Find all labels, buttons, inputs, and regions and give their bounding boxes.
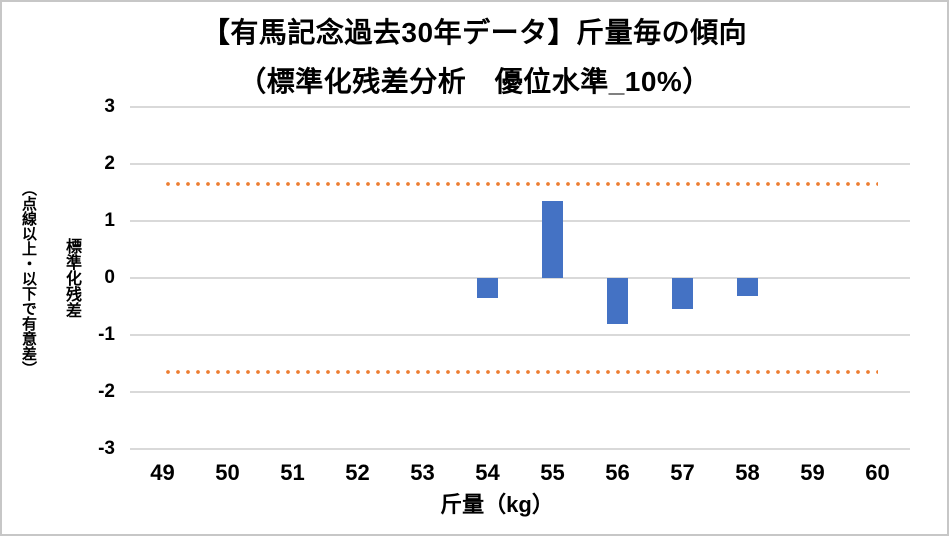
x-axis-tick-labels: 49 50 51 52 53 54 55 56 57 58 59 60 [130,461,910,487]
x-tick-label-53: 53 [410,460,435,485]
x-tick-label-60: 60 [865,460,890,485]
y-axis-tick-labels: 3 2 1 0 -1 -2 -3 [2,96,115,459]
x-tick-label-50: 50 [215,460,240,485]
bar-54 [477,278,498,298]
x-tick-label-51: 51 [280,460,305,485]
y-axis-title-note: （点線以上・以下で有意差） [20,180,37,376]
chart-title-line2: （標準化残差分析 優位水準_10%） [238,66,711,97]
y-tick-label-1: 1 [104,210,115,231]
gridline-y-2 [130,391,910,393]
chart-title-line1: 【有馬記念過去30年データ】斤量毎の傾向 [201,17,748,48]
bar-58 [737,278,758,297]
x-axis-title: 斤量（kg） [440,492,554,517]
y-tick-label--1: -1 [98,324,115,345]
bar-56 [607,278,628,324]
gridline-y3 [130,106,910,108]
y-tick-label--3: -3 [98,438,115,459]
x-tick-label-59: 59 [800,460,825,485]
gridline-y-3 [130,448,910,450]
plot-area [130,106,910,450]
x-tick-label-55: 55 [540,460,565,485]
bar-57 [672,278,693,310]
significance-line-upper [162,182,878,187]
x-tick-label-54: 54 [475,460,500,485]
x-tick-label-56: 56 [605,460,630,485]
y-tick-label-2: 2 [104,153,115,174]
x-tick-label-58: 58 [735,460,760,485]
gridline-y1 [130,220,910,222]
y-tick-label-3: 3 [104,96,115,117]
x-tick-label-49: 49 [150,460,175,485]
gridline-y-1 [130,334,910,336]
x-tick-label-52: 52 [345,460,370,485]
y-tick-label--2: -2 [98,381,115,402]
y-tick-label-0: 0 [104,267,115,288]
bar-55 [542,201,563,278]
x-tick-label-57: 57 [670,460,695,485]
chart-title: 【有馬記念過去30年データ】斤量毎の傾向 （標準化残差分析 優位水準_10%） [2,8,947,106]
gridline-y0 [130,277,910,279]
y-axis-title: 標準化残差 [63,238,80,318]
significance-line-lower [162,369,878,374]
gridline-y2 [130,163,910,165]
